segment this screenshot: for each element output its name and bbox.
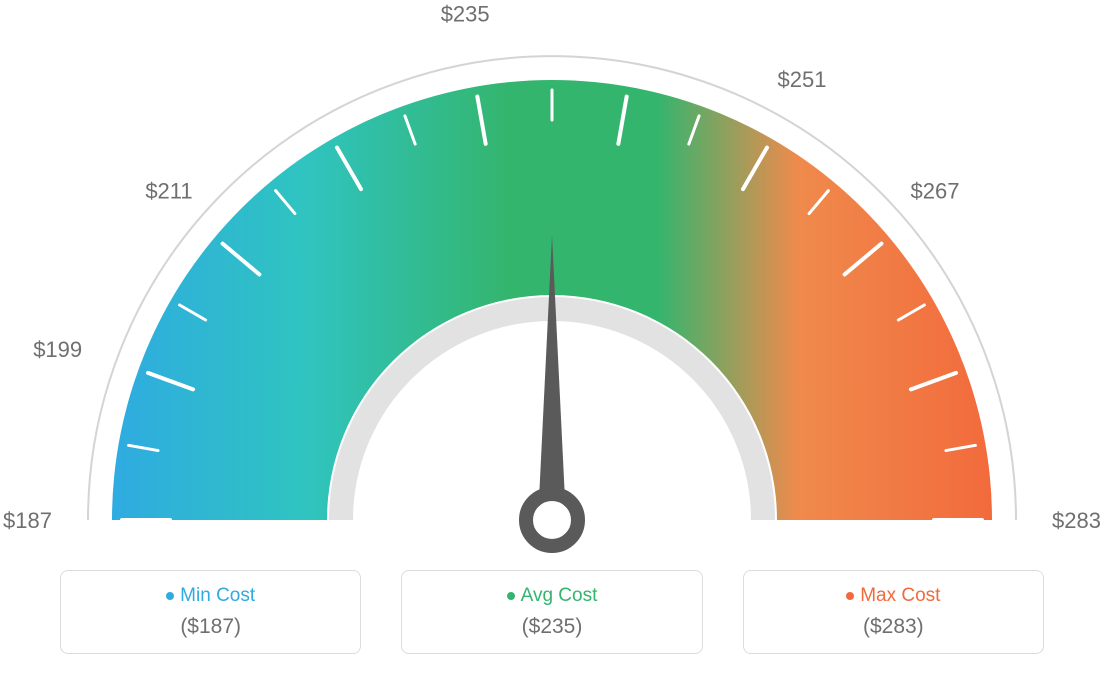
gauge-tick-label: $187	[3, 508, 52, 533]
gauge-tick-label: $267	[911, 179, 960, 204]
legend-card-min: Min Cost ($187)	[60, 570, 361, 654]
legend-value-min: ($187)	[61, 615, 360, 639]
legend-label-min: Min Cost	[61, 585, 360, 607]
legend-label-avg-text: Avg Cost	[521, 585, 598, 606]
legend-label-min-text: Min Cost	[180, 585, 255, 606]
gauge-tick-label: $251	[778, 67, 827, 92]
gauge-tick-label: $199	[33, 337, 82, 362]
legend-label-max: Max Cost	[744, 585, 1043, 607]
gauge-needle-hub	[526, 494, 578, 546]
gauge-svg: $187 $199 $211 $235 $251 $267 $283	[0, 0, 1104, 570]
legend-label-avg: Avg Cost	[402, 585, 701, 607]
gauge-tick-label: $283	[1052, 508, 1101, 533]
legend-value-max: ($283)	[744, 615, 1043, 639]
legend-row: Min Cost ($187) Avg Cost ($235) Max Cost…	[0, 570, 1104, 654]
legend-card-avg: Avg Cost ($235)	[401, 570, 702, 654]
legend-dot-min	[166, 592, 174, 600]
legend-card-max: Max Cost ($283)	[743, 570, 1044, 654]
legend-label-max-text: Max Cost	[860, 585, 940, 606]
cost-gauge-chart: $187 $199 $211 $235 $251 $267 $283	[0, 0, 1104, 570]
gauge-tick-label: $235	[441, 2, 490, 27]
legend-value-avg: ($235)	[402, 615, 701, 639]
legend-dot-max	[846, 592, 854, 600]
gauge-tick-label: $211	[145, 179, 192, 204]
legend-dot-avg	[507, 592, 515, 600]
